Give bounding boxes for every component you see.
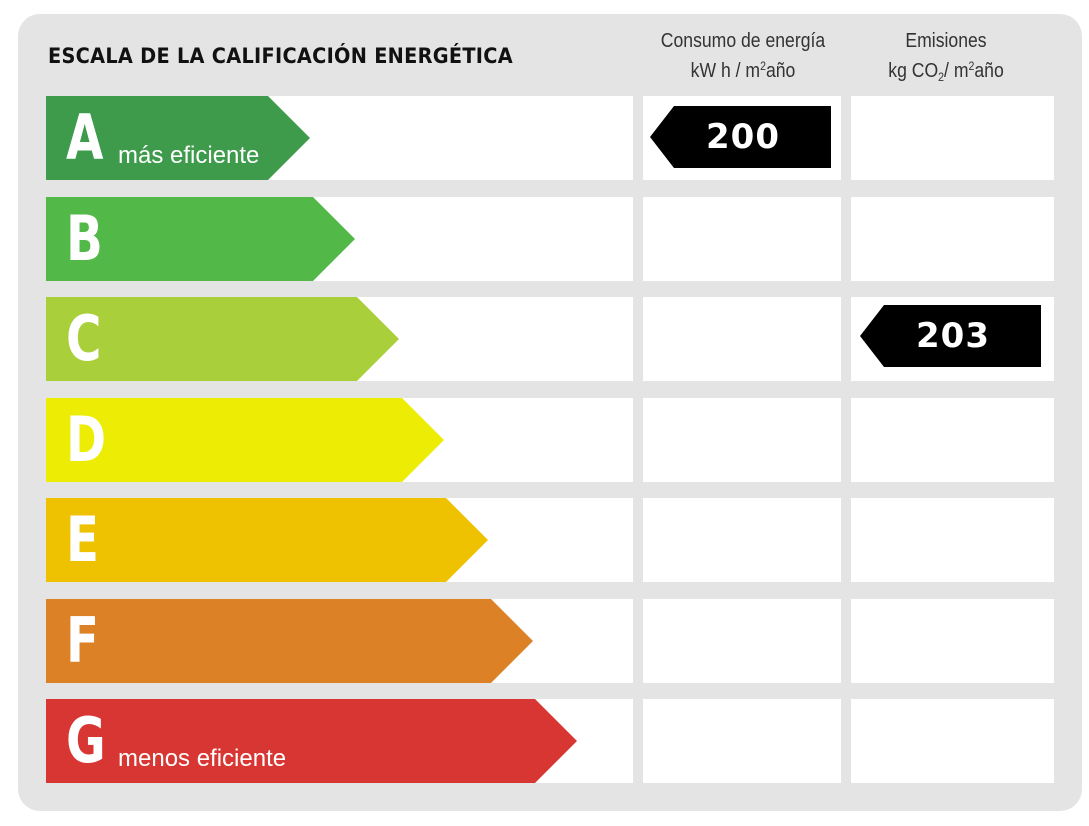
class-note: menos eficiente <box>118 745 287 772</box>
emisiones-cell <box>851 498 1054 582</box>
class-arrow-b: B <box>46 197 355 281</box>
emisiones-cell: 203 <box>851 297 1054 381</box>
emisiones-header-unit: kg CO2/ m2año <box>888 59 1004 84</box>
class-letter: E <box>66 503 100 576</box>
consumo-cell <box>643 197 841 281</box>
class-arrow-f: F <box>46 599 533 683</box>
consumo-column-header: Consumo de energía kW h / m2año <box>652 26 833 86</box>
consumo-cell: 200 <box>643 96 841 180</box>
class-arrow-shape <box>46 197 355 281</box>
class-letter: B <box>66 202 103 275</box>
class-arrow-shape <box>46 297 399 381</box>
emisiones-cell <box>851 96 1054 180</box>
consumo-marker: 200 <box>650 106 831 168</box>
scale-cell: B <box>46 197 633 281</box>
consumo-marker-shape <box>650 106 831 168</box>
class-arrow-shape <box>46 599 533 683</box>
emisiones-column-header: Emisiones kg CO2/ m2año <box>860 26 1032 86</box>
consumo-header-line1: Consumo de energía <box>660 30 826 52</box>
class-arrow-shape <box>46 498 488 582</box>
class-arrow-shape <box>46 398 444 482</box>
class-letter: C <box>66 302 102 375</box>
emisiones-cell <box>851 699 1054 783</box>
scale-cell: C <box>46 297 633 381</box>
consumo-cell <box>643 699 841 783</box>
class-arrow-d: D <box>46 398 444 482</box>
page-title: ESCALA DE LA CALIFICACIÓN ENERGÉTICA <box>48 44 513 68</box>
scale-cell: D <box>46 398 633 482</box>
emisiones-cell <box>851 599 1054 683</box>
class-letter: F <box>66 604 100 677</box>
class-letter: D <box>66 403 107 476</box>
emisiones-marker: 203 <box>860 305 1041 367</box>
class-arrow-c: C <box>46 297 399 381</box>
consumo-cell <box>643 297 841 381</box>
emisiones-marker-value: 203 <box>916 316 990 356</box>
emisiones-cell <box>851 398 1054 482</box>
class-letter: A <box>66 101 104 174</box>
emisiones-marker-shape <box>860 305 1041 367</box>
scale-cell: E <box>46 498 633 582</box>
class-note: más eficiente <box>118 142 260 169</box>
class-arrow-e: E <box>46 498 488 582</box>
class-arrow-shape <box>46 699 577 783</box>
class-letter: G <box>66 704 106 777</box>
consumo-marker-value: 200 <box>706 117 780 157</box>
emisiones-header-line1: Emisiones <box>905 30 987 52</box>
consumo-cell <box>643 498 841 582</box>
consumo-cell <box>643 398 841 482</box>
emisiones-cell <box>851 197 1054 281</box>
consumo-header-unit: kW h / m2año <box>690 59 796 82</box>
scale-cell: F <box>46 599 633 683</box>
class-arrow-shape <box>46 96 310 180</box>
consumo-cell <box>643 599 841 683</box>
